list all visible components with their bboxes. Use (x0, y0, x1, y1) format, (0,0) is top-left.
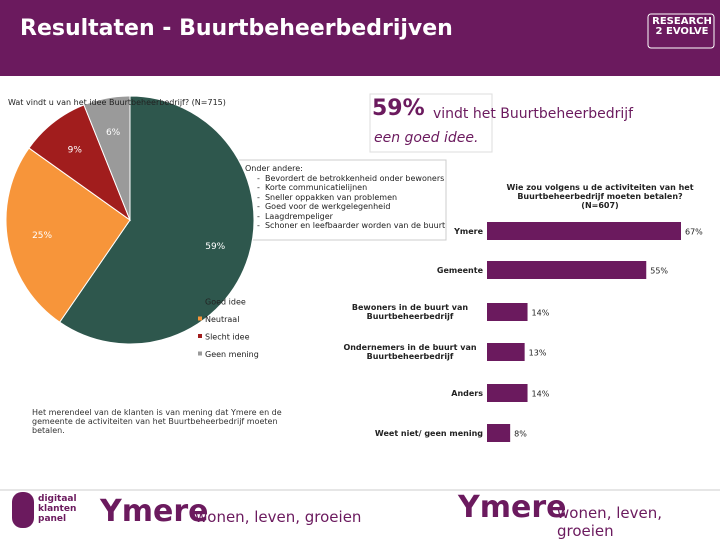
panel-text: digitaal klanten panel (38, 494, 77, 524)
bar-category-label: Weet niet/ geen mening (374, 428, 483, 438)
logo-text: 2 (655, 26, 663, 37)
bar-value-label: 55% (650, 267, 668, 276)
bar-category-label: Bewoners in de buurt van Buurtbeheerbedr… (351, 303, 469, 321)
reason-item: - Korte communicatielijnen (257, 183, 368, 192)
reason-item: - Sneller oppakken van problemen (257, 192, 398, 202)
slogan: wonen, leven, groeien (195, 508, 362, 526)
brand: Ymere (458, 490, 567, 525)
bar (487, 424, 511, 442)
panel-line: panel (38, 514, 67, 524)
pie-label: 9% (68, 145, 83, 155)
logo-frame (647, 13, 715, 49)
bar-title: Wie zou volgens u de activiteiten van he… (506, 183, 694, 210)
bar-category-label: Gemeente (436, 265, 483, 275)
bar-category-label: Ymere (454, 226, 483, 236)
reason-item: - Bevordert de betrokkenheid onder bewon… (257, 173, 445, 183)
header-band (0, 0, 720, 76)
pie-slice (5, 147, 131, 323)
reason-item: - Goed voor de werkgelegenheid (257, 202, 391, 211)
panel-icon (12, 492, 34, 528)
bar-value-label: 14% (532, 309, 550, 318)
reasons-box (233, 159, 447, 241)
brand: Ymere (100, 494, 209, 529)
callout-box (369, 93, 493, 153)
slogan: wonen, leven, groeien (557, 504, 662, 540)
bar (487, 384, 528, 402)
pie-label: 25% (32, 231, 52, 241)
callout-text: vindt het Buurtbeheerbedrijf (433, 106, 634, 122)
legend-label: Geen mening (205, 350, 259, 359)
bar (487, 261, 647, 279)
legend-swatch (198, 316, 202, 321)
panel-line: klanten (38, 504, 77, 514)
bar-value-label: 8% (514, 430, 527, 439)
callout-text: een goed idee. (374, 130, 479, 146)
legend-swatch (198, 334, 202, 338)
reasons-intro: Onder andere: (245, 164, 303, 173)
logo-text: RESEARCH (652, 16, 712, 27)
reasons: Onder andere: - Bevordert de betrokkenhe… (245, 164, 445, 231)
bar-value-label: 14% (532, 390, 550, 399)
pie-title: Wat vindt u van het idee Buurtbeheerbedr… (8, 98, 226, 107)
bar (487, 303, 528, 321)
pie-label: 59% (205, 242, 225, 252)
bar-value-label: 67% (685, 228, 703, 237)
pie-label: 6% (106, 128, 121, 138)
panel-line: digitaal (38, 494, 77, 504)
legend-label: Slecht idee (205, 333, 250, 342)
reason-item: - Laagdrempeliger (257, 211, 333, 221)
logo: RESEARCH 2 EVOLVE (652, 17, 712, 37)
pie-slice (58, 95, 255, 345)
pie-slice (83, 95, 131, 221)
bar-value-label: 13% (529, 349, 547, 358)
logo-text: EVOLVE (665, 26, 709, 37)
title: Resultaten - Buurtbeheerbedrijven (20, 16, 453, 41)
callout-big: 59% (372, 96, 425, 121)
legend-label: Goed idee (205, 298, 246, 307)
bar-category-label: Anders (451, 388, 483, 398)
bar (487, 222, 681, 240)
note: Het merendeel van de klanten is van meni… (32, 408, 282, 435)
legend-label: Neutraal (205, 315, 239, 324)
reason-item: - Schoner en leefbaarder worden van de b… (257, 221, 446, 230)
legend-swatch (198, 351, 202, 356)
legend-swatch (198, 299, 202, 303)
bar-category-label: Ondernemers in de buurt van Buurtbeheerb… (343, 343, 477, 361)
bar (487, 343, 525, 361)
